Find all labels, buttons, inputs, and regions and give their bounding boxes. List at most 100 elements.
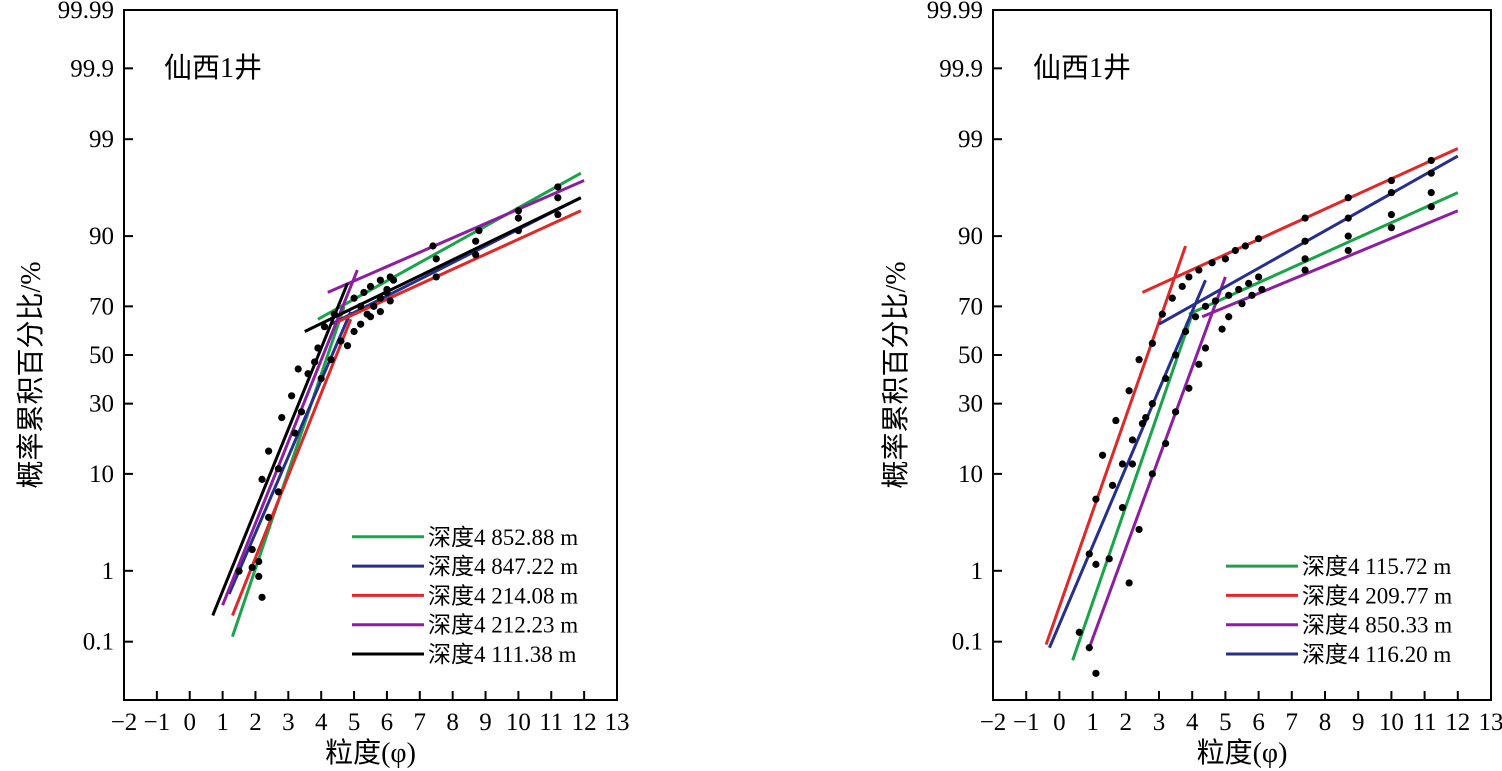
data-point xyxy=(1178,282,1186,291)
data-point xyxy=(1245,279,1253,287)
y-tick-label: 90 xyxy=(958,223,983,250)
data-point xyxy=(288,392,296,400)
data-point xyxy=(1185,273,1193,281)
data-point xyxy=(386,297,394,305)
data-point xyxy=(1135,525,1143,534)
data-point xyxy=(314,344,322,352)
y-tick-label: 70 xyxy=(89,293,114,320)
data-point xyxy=(554,210,562,219)
data-point xyxy=(383,285,391,294)
data-point xyxy=(376,276,384,284)
data-point xyxy=(1148,470,1156,478)
x-tick-label: 1 xyxy=(216,709,229,736)
data-point xyxy=(1135,356,1143,364)
data-point xyxy=(265,513,273,522)
y-tick-label: 99.99 xyxy=(927,0,983,24)
x-axis-title: 粒度(φ) xyxy=(1197,737,1288,769)
data-point xyxy=(1218,325,1226,333)
legend-label: 深度4 209.77 m xyxy=(1302,583,1452,608)
legend-label: 深度4 850.33 m xyxy=(1302,613,1452,638)
x-tick-label: 2 xyxy=(1120,709,1133,736)
data-point xyxy=(1225,291,1233,299)
data-point xyxy=(1092,560,1100,568)
data-point xyxy=(1138,419,1146,428)
data-point xyxy=(1162,439,1170,448)
x-axis-title: 粒度(φ) xyxy=(325,737,416,769)
data-point xyxy=(1098,451,1107,459)
data-point xyxy=(370,302,378,310)
y-tick-label: 0.1 xyxy=(83,629,114,656)
y-tick-label: 99.9 xyxy=(70,55,114,82)
data-point xyxy=(1344,232,1352,240)
data-point xyxy=(1301,237,1309,245)
legend-label: 深度4 116.20 m xyxy=(1302,642,1451,667)
data-point xyxy=(291,429,299,437)
series-line-4 xyxy=(327,179,585,294)
data-point xyxy=(1344,246,1352,255)
x-tick-label: 2 xyxy=(249,709,262,736)
series-line-1 xyxy=(1188,191,1459,316)
data-point xyxy=(255,572,263,581)
data-point xyxy=(320,323,329,331)
data-point xyxy=(357,320,365,328)
y-tick-label: 1 xyxy=(102,558,115,585)
data-point xyxy=(1248,291,1256,299)
data-point xyxy=(1241,242,1249,250)
x-tick-label: 12 xyxy=(1445,709,1470,736)
data-point xyxy=(1148,400,1156,408)
x-tick-label: −1 xyxy=(144,709,171,736)
data-point xyxy=(1427,169,1435,177)
x-tick-label: 13 xyxy=(605,709,630,736)
y-tick-label: 1 xyxy=(971,558,984,585)
data-point xyxy=(514,207,523,215)
legend-label: 深度4 214.08 m xyxy=(428,583,578,608)
data-point xyxy=(1201,302,1210,310)
data-point xyxy=(235,567,243,575)
series-line-1 xyxy=(1071,313,1194,661)
data-point xyxy=(1075,628,1083,636)
x-tick-label: 12 xyxy=(572,709,597,736)
x-tick-label: 5 xyxy=(1219,709,1232,736)
data-point xyxy=(1125,579,1133,587)
data-point xyxy=(1128,436,1137,444)
data-point xyxy=(360,288,368,297)
x-tick-label: 3 xyxy=(282,709,295,736)
data-point xyxy=(1208,259,1216,267)
data-point xyxy=(1108,481,1117,489)
data-point xyxy=(1238,300,1246,308)
x-tick-label: 4 xyxy=(1186,709,1199,736)
x-tick-label: 8 xyxy=(1319,709,1332,736)
data-point xyxy=(317,374,325,383)
x-tick-label: 13 xyxy=(1479,709,1502,736)
data-point xyxy=(389,276,398,284)
x-tick-label: 8 xyxy=(446,709,459,736)
data-point xyxy=(1301,255,1309,263)
panel-title: 仙西1井 xyxy=(1033,52,1131,84)
series-line-2 xyxy=(227,311,353,595)
series-line-4 xyxy=(1048,279,1207,649)
data-point xyxy=(1235,285,1243,294)
x-tick-label: 0 xyxy=(183,709,196,736)
data-point xyxy=(432,273,440,281)
x-tick-label: 5 xyxy=(348,709,361,736)
series-line-3 xyxy=(337,209,582,324)
series-line-4 xyxy=(221,269,359,606)
data-point xyxy=(274,488,283,496)
data-point xyxy=(1221,255,1229,263)
data-point xyxy=(294,365,302,373)
y-tick-label: 90 xyxy=(89,223,114,250)
data-point xyxy=(475,227,483,235)
data-point xyxy=(1387,224,1395,232)
data-point xyxy=(304,370,312,378)
y-tick-label: 99.9 xyxy=(939,55,983,82)
data-point xyxy=(1231,246,1239,255)
data-point xyxy=(1255,235,1263,243)
y-tick-label: 30 xyxy=(89,391,114,418)
data-point xyxy=(330,310,338,318)
x-tick-label: 10 xyxy=(1379,709,1404,736)
x-tick-label: 9 xyxy=(1352,709,1365,736)
data-point xyxy=(1195,266,1203,274)
y-tick-label: 99.99 xyxy=(58,0,114,24)
data-point xyxy=(1128,460,1137,468)
